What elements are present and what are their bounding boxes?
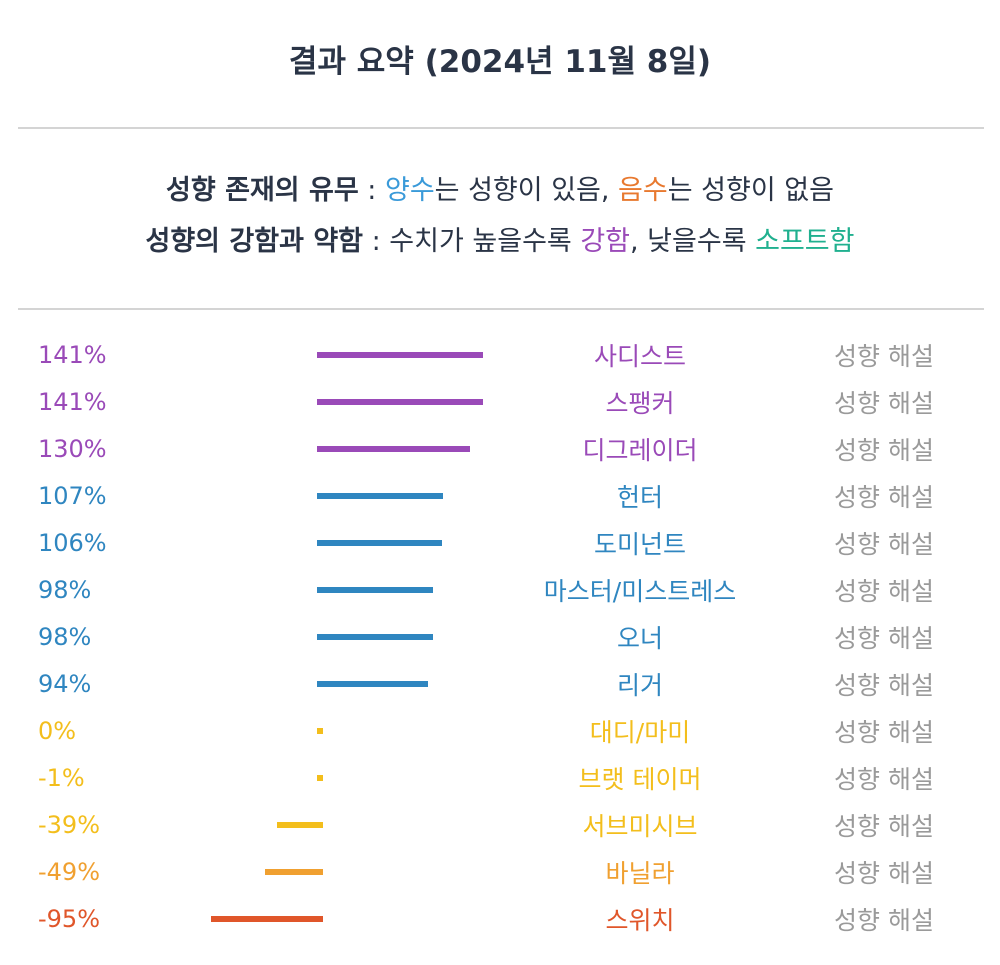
chart-row: 98% 마스터/미스트레스 성향 해설: [0, 575, 1000, 622]
category-label: 사디스트: [593, 342, 686, 371]
legend-existence-label: 성향 존재의 유무: [166, 175, 359, 206]
page-title: 결과 요약 (2024년 11월 8일): [288, 44, 712, 80]
legend-text: 는 성향이 있음,: [434, 175, 619, 206]
value-label: -1%: [38, 764, 85, 792]
bar: [265, 869, 323, 875]
bar: [276, 822, 323, 828]
category-label: 서브미시브: [582, 812, 698, 841]
chart-row: -95% 스위치 성향 해설: [0, 904, 1000, 951]
divider-top: [18, 127, 984, 129]
value-label: -95%: [38, 905, 101, 933]
chart-row: -49% 바닐라 성향 해설: [0, 857, 1000, 904]
explanation-link[interactable]: 성향 해설: [834, 906, 934, 935]
value-label: 94%: [38, 670, 92, 698]
bar: [317, 634, 433, 640]
bar: [317, 493, 444, 499]
bar: [317, 775, 323, 781]
category-label: 스팽커: [605, 389, 675, 418]
bar: [317, 540, 443, 546]
explanation-link[interactable]: 성향 해설: [834, 342, 934, 371]
value-label: 107%: [38, 482, 107, 510]
category-label: 오너: [616, 624, 663, 653]
legend-text: 수치가 높을수록: [389, 226, 581, 257]
chart-row: 0% 대디/마미 성향 해설: [0, 716, 1000, 763]
explanation-link[interactable]: 성향 해설: [834, 718, 934, 747]
explanation-link[interactable]: 성향 해설: [834, 530, 934, 559]
legend-sep: :: [358, 175, 385, 206]
chart-row: 94% 리거 성향 해설: [0, 669, 1000, 716]
category-label: 마스터/미스트레스: [543, 577, 737, 606]
category-label: 스위치: [605, 906, 675, 935]
value-label: 0%: [38, 717, 77, 745]
category-label: 대디/마미: [589, 718, 691, 747]
value-label: 141%: [38, 341, 107, 369]
legend-existence: 성향 존재의 유무 : 양수는 성향이 있음, 음수는 성향이 없음: [0, 168, 1000, 207]
value-label: -49%: [38, 858, 101, 886]
chart-row: 106% 도미넌트 성향 해설: [0, 528, 1000, 575]
chart-row: 107% 헌터 성향 해설: [0, 481, 1000, 528]
divider-bottom: [18, 308, 984, 310]
chart-row: 98% 오너 성향 해설: [0, 622, 1000, 669]
category-label: 브랫 테이머: [578, 765, 702, 794]
category-label: 리거: [616, 671, 663, 700]
bar: [317, 681, 428, 687]
legend-strength-label: 성향의 강함과 약함: [145, 226, 364, 257]
legend-soft: 소프트함: [755, 226, 855, 257]
bar: [317, 446, 471, 452]
category-label: 디그레이더: [582, 436, 698, 465]
chart-row: -39% 서브미시브 성향 해설: [0, 810, 1000, 857]
legend-negative: 음수: [618, 175, 668, 206]
legend-text: , 낮을수록: [630, 226, 756, 257]
chart-row: 141% 스팽커 성향 해설: [0, 387, 1000, 434]
value-label: 106%: [38, 529, 107, 557]
value-label: 98%: [38, 623, 92, 651]
chart-row: 130% 디그레이더 성향 해설: [0, 434, 1000, 481]
legend-text: 는 성향이 없음: [667, 175, 834, 206]
explanation-link[interactable]: 성향 해설: [834, 436, 934, 465]
bar: [317, 728, 323, 734]
category-label: 바닐라: [605, 859, 675, 888]
bar: [317, 587, 433, 593]
explanation-link[interactable]: 성향 해설: [834, 389, 934, 418]
explanation-link[interactable]: 성향 해설: [834, 483, 934, 512]
legend-positive: 양수: [384, 175, 435, 206]
category-label: 도미넌트: [593, 530, 686, 559]
value-label: 141%: [38, 388, 107, 416]
bar: [210, 916, 323, 922]
category-label: 헌터: [616, 483, 663, 512]
legend-sep: :: [363, 226, 390, 257]
value-label: 98%: [38, 576, 92, 604]
bar: [317, 399, 484, 405]
legend-strength: 성향의 강함과 약함 : 수치가 높을수록 강함, 낮을수록 소프트함: [0, 219, 1000, 258]
chart-row: -1% 브랫 테이머 성향 해설: [0, 763, 1000, 810]
legend-strong: 강함: [580, 226, 631, 257]
value-label: 130%: [38, 435, 107, 463]
explanation-link[interactable]: 성향 해설: [834, 624, 934, 653]
bar: [317, 352, 484, 358]
explanation-link[interactable]: 성향 해설: [834, 671, 934, 700]
chart-row: 141% 사디스트 성향 해설: [0, 340, 1000, 387]
explanation-link[interactable]: 성향 해설: [834, 859, 934, 888]
explanation-link[interactable]: 성향 해설: [834, 812, 934, 841]
value-label: -39%: [38, 811, 101, 839]
explanation-link[interactable]: 성향 해설: [834, 577, 934, 606]
explanation-link[interactable]: 성향 해설: [834, 765, 934, 794]
